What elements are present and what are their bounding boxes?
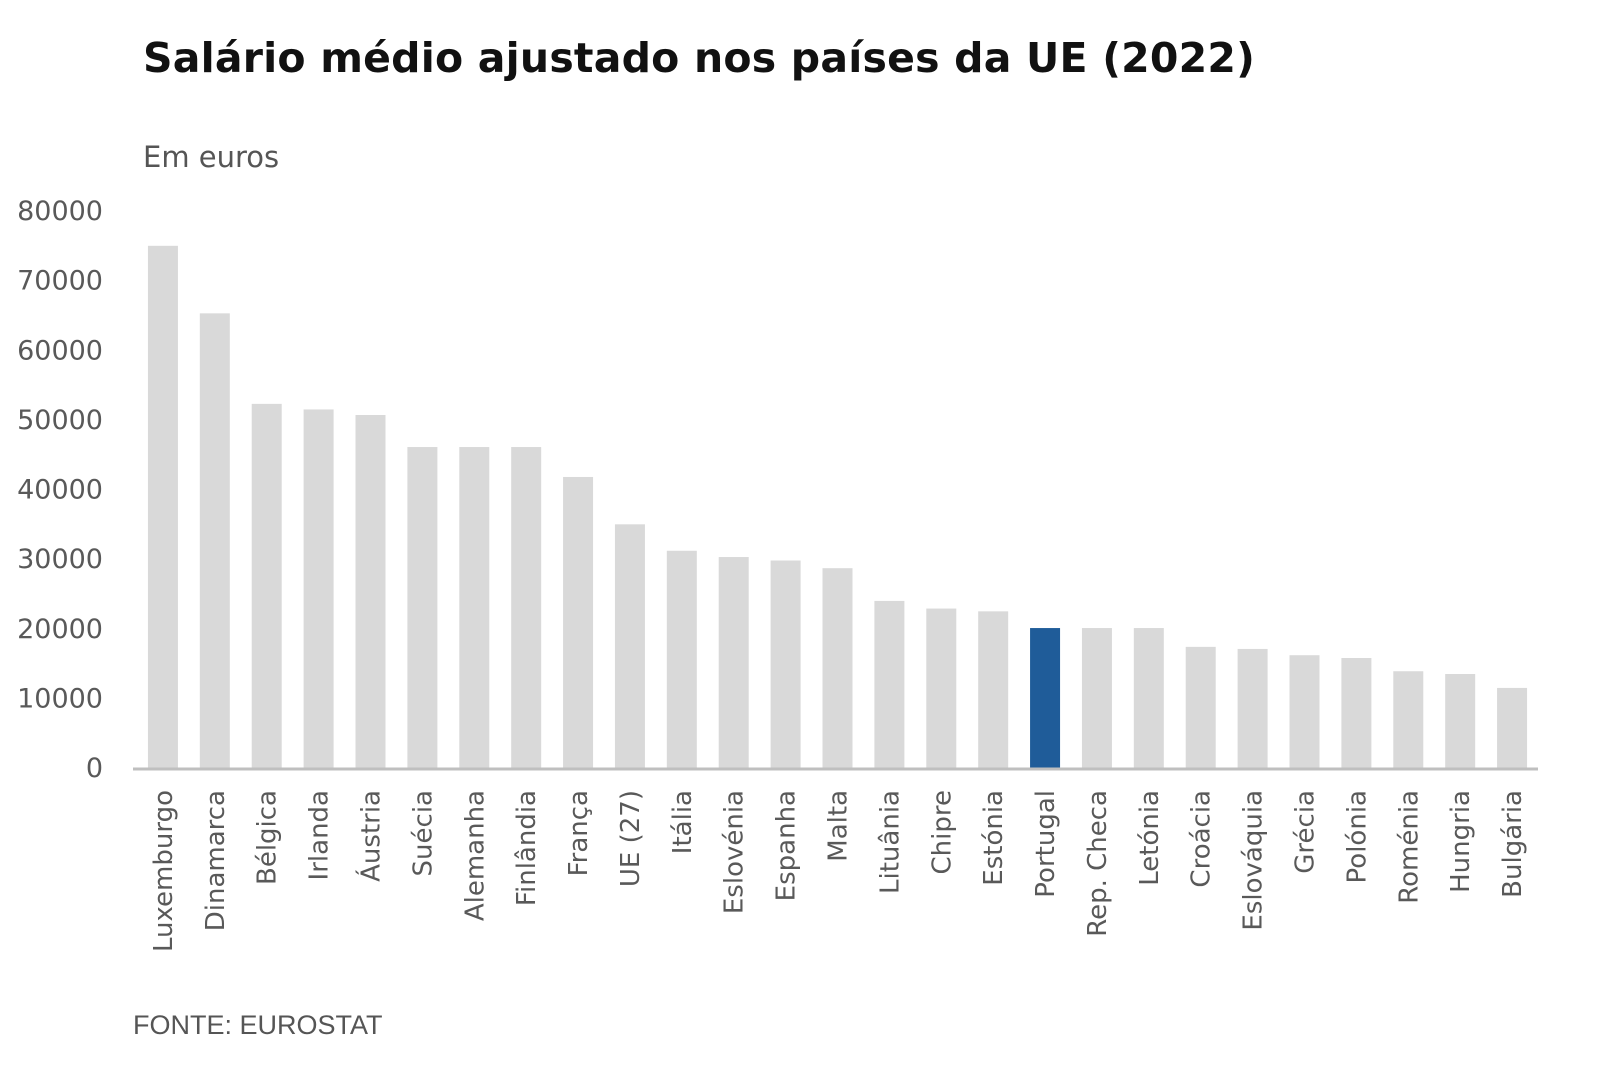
x-tick-label: Letónia <box>1135 790 1165 886</box>
x-tick-label: Bélgica <box>253 790 283 885</box>
bar <box>303 409 334 768</box>
chart-subtitle: Em euros <box>143 140 280 174</box>
y-tick-label: 20000 <box>17 614 103 645</box>
x-tick-label: Eslovénia <box>720 790 750 914</box>
x-tick-label: Hungria <box>1446 790 1476 893</box>
chart-title: Salário médio ajustado nos países da UE … <box>143 34 1256 82</box>
bar <box>614 524 645 768</box>
bar <box>978 611 1009 768</box>
x-tick-label: Itália <box>668 790 698 854</box>
x-tick-label: Lituânia <box>875 790 905 894</box>
x-tick-label: Áustria <box>355 790 387 882</box>
bar <box>1497 687 1528 768</box>
bar <box>407 447 438 768</box>
bar <box>355 415 386 768</box>
x-tick-label: Suécia <box>408 790 438 876</box>
x-tick-label: Portugal <box>1031 790 1061 898</box>
bar <box>459 447 490 768</box>
y-tick-label: 10000 <box>17 683 103 714</box>
y-axis-ticks: 0 10000 20000 30000 40000 50000 60000 70000 8000… <box>17 196 103 784</box>
bar-chart: 0 10000 20000 30000 40000 50000 60000 70000 8000… <box>17 196 1538 952</box>
x-tick-label: Irlanda <box>305 790 335 880</box>
bar <box>1445 674 1476 768</box>
bar <box>1393 671 1424 768</box>
x-tick-label: Croácia <box>1187 790 1217 888</box>
y-tick-label: 60000 <box>17 335 103 366</box>
x-tick-label: Dinamarca <box>201 790 231 931</box>
chart-source: FONTE: EUROSTAT <box>133 1010 383 1040</box>
bar <box>666 550 697 768</box>
y-tick-label: 40000 <box>17 475 103 506</box>
x-axis-labels: Luxemburgo Dinamarca Bélgica Irlanda Áustria… <box>149 790 1528 952</box>
x-tick-label: Luxemburgo <box>149 790 179 952</box>
y-tick-label: 0 <box>86 753 103 784</box>
bar <box>563 476 594 768</box>
bar <box>199 313 230 768</box>
bar <box>770 560 801 768</box>
x-tick-label: Eslováquia <box>1239 790 1269 931</box>
bar <box>718 557 749 768</box>
bar <box>926 608 957 768</box>
bar <box>1081 628 1112 768</box>
x-tick-label: Grécia <box>1291 790 1321 874</box>
bar <box>1185 646 1216 768</box>
bar <box>1289 655 1320 768</box>
bar <box>874 600 905 768</box>
bar <box>251 403 282 768</box>
bar <box>1341 657 1372 768</box>
bar <box>1237 648 1268 768</box>
x-tick-label: Finlândia <box>512 790 542 906</box>
y-tick-label: 30000 <box>17 544 103 575</box>
x-tick-label: França <box>564 790 594 876</box>
x-tick-label: Roménia <box>1394 790 1424 904</box>
bar <box>511 447 542 768</box>
x-tick-label: Estónia <box>979 790 1009 886</box>
bars <box>147 245 1528 768</box>
y-tick-label: 70000 <box>17 266 103 297</box>
x-tick-label: Alemanha <box>460 790 490 921</box>
x-tick-label: Espanha <box>772 790 802 901</box>
bar <box>1030 628 1061 768</box>
x-tick-label: Bulgária <box>1498 790 1528 898</box>
y-tick-label: 50000 <box>17 405 103 436</box>
x-tick-label: Polónia <box>1342 790 1372 883</box>
x-tick-label: UE (27) <box>616 790 646 887</box>
bar <box>822 568 853 768</box>
bar <box>147 245 178 768</box>
x-tick-label: Malta <box>824 790 854 862</box>
x-tick-label: Chipre <box>927 790 957 874</box>
bar <box>1133 628 1164 768</box>
y-tick-label: 80000 <box>17 196 103 227</box>
x-tick-label: Rep. Checa <box>1083 790 1113 937</box>
